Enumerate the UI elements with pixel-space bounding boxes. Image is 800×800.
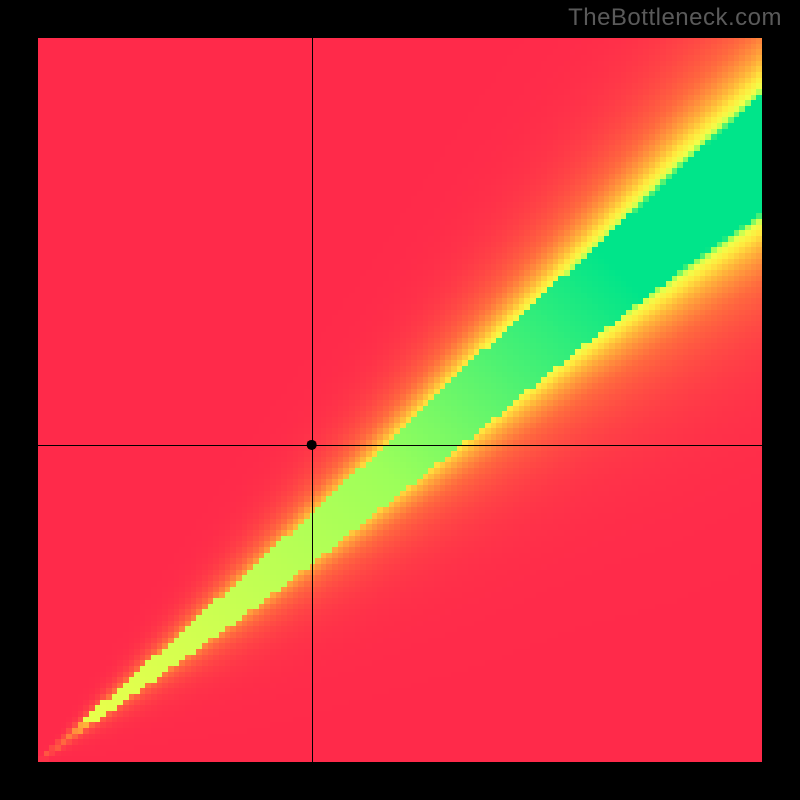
- chart-container: TheBottleneck.com: [0, 0, 800, 800]
- heatmap-plot: [38, 38, 762, 762]
- heatmap-canvas: [38, 38, 762, 762]
- watermark-label: TheBottleneck.com: [568, 4, 782, 32]
